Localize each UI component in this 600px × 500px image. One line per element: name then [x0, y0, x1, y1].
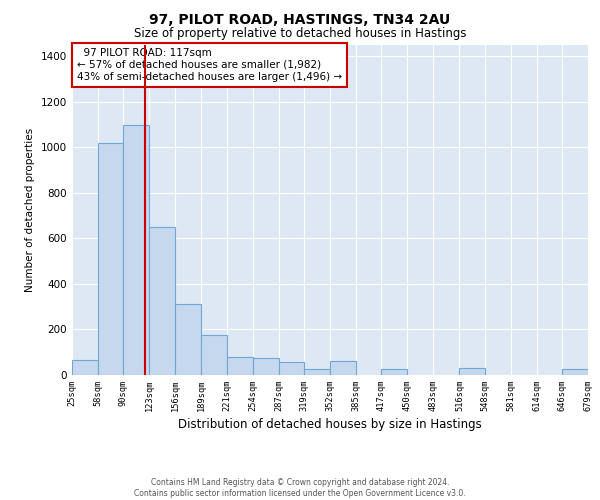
Bar	[149, 227, 175, 375]
Bar	[175, 304, 202, 375]
Bar	[202, 335, 227, 375]
Text: Contains HM Land Registry data © Crown copyright and database right 2024.
Contai: Contains HM Land Registry data © Crown c…	[134, 478, 466, 498]
Text: 97, PILOT ROAD, HASTINGS, TN34 2AU: 97, PILOT ROAD, HASTINGS, TN34 2AU	[149, 12, 451, 26]
Bar	[123, 124, 149, 375]
Bar	[227, 357, 253, 375]
Bar	[253, 358, 279, 375]
X-axis label: Distribution of detached houses by size in Hastings: Distribution of detached houses by size …	[178, 418, 482, 432]
Text: 97 PILOT ROAD: 117sqm
← 57% of detached houses are smaller (1,982)
43% of semi-d: 97 PILOT ROAD: 117sqm ← 57% of detached …	[77, 48, 342, 82]
Y-axis label: Number of detached properties: Number of detached properties	[25, 128, 35, 292]
Bar	[460, 368, 485, 375]
Bar	[72, 360, 98, 375]
Bar	[562, 370, 588, 375]
Bar	[279, 362, 304, 375]
Bar	[98, 143, 123, 375]
Bar	[304, 370, 330, 375]
Bar	[381, 370, 407, 375]
Text: Size of property relative to detached houses in Hastings: Size of property relative to detached ho…	[134, 28, 466, 40]
Bar	[330, 362, 356, 375]
